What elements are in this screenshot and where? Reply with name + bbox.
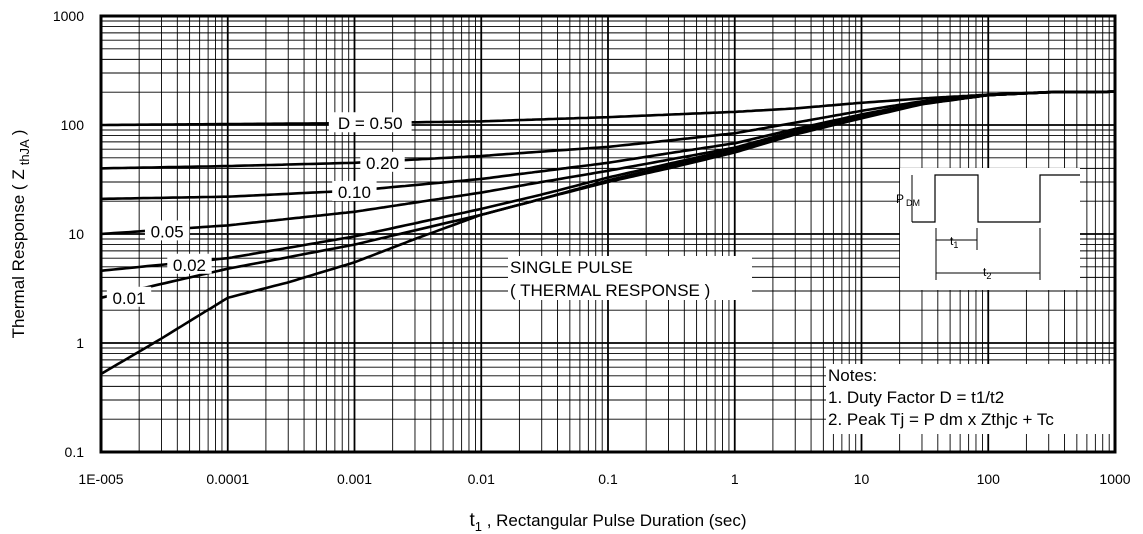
series-label: 0.20 (366, 154, 399, 173)
series-group (100, 90, 1115, 376)
y-tick-label: 100 (61, 117, 85, 133)
x-tick-label: 0.01 (468, 471, 495, 487)
y-tick-label: 1 (76, 335, 84, 351)
x-tick-label: 0.001 (337, 471, 372, 487)
x-tick-label: 0.1 (598, 471, 618, 487)
series-label-bg (328, 112, 412, 133)
series-label-bg (144, 220, 190, 241)
note-2: 2. Peak Tj = P dm x Zthjc + Tc (828, 410, 1054, 429)
y-tick-label: 10 (68, 226, 84, 242)
single-pulse-sublabel: ( THERMAL RESPONSE ) (510, 281, 710, 300)
series-label: 0.10 (338, 183, 371, 202)
series-label-bg (360, 151, 405, 172)
series-label: 0.01 (112, 289, 145, 308)
x-tick-label: 1000 (1099, 471, 1130, 487)
series-label: 0.02 (173, 256, 206, 275)
inset-pdm-label: P DM (896, 192, 920, 208)
inset-background (900, 168, 1080, 290)
inset-t1-label: t1 (950, 234, 958, 250)
series-label-bg (332, 180, 377, 201)
y-tick-label: 0.1 (65, 444, 85, 460)
series-line-0 (101, 90, 1115, 127)
x-tick-label: 100 (977, 471, 1001, 487)
y-tick-label: 1000 (53, 8, 84, 24)
series-label-bg (167, 253, 212, 274)
curve-labels: D = 0.50 0.20 0.10 0.05 0.02 0.01 (106, 112, 412, 308)
x-tick-label: 10 (854, 471, 870, 487)
notes-title: Notes: (828, 366, 877, 385)
x-tick-label: 0.0001 (206, 471, 249, 487)
note-1: 1. Duty Factor D = t1/t2 (828, 388, 1004, 407)
plot-frame (99, 14, 1117, 454)
series-label: D = 0.50 (338, 114, 403, 133)
notes-bg (826, 364, 1114, 434)
series-label-bg (106, 286, 152, 307)
single-pulse-label: SINGLE PULSE (510, 258, 633, 277)
single-pulse-bg (508, 256, 752, 300)
inset-pulse-waveform (912, 174, 1080, 223)
series-line-6 (100, 90, 1115, 376)
inset-t2-label: t2 (983, 265, 991, 281)
inset-pulse-diagram: P DM t1 t2 (896, 168, 1080, 290)
x-tick-label: 1 (731, 471, 739, 487)
x-tick-labels: 1E-005 0.0001 0.001 0.01 0.1 1 10 100 1000 (78, 471, 1130, 487)
x-axis-label: t1 , Rectangular Pulse Duration (sec) (469, 510, 746, 534)
y-axis-label: Thermal Response ( ZthJA) (9, 130, 32, 339)
x-tick-label: 1E-005 (78, 471, 123, 487)
y-tick-labels: 0.1 1 10 100 1000 (53, 8, 84, 460)
series-label: 0.05 (151, 222, 184, 241)
